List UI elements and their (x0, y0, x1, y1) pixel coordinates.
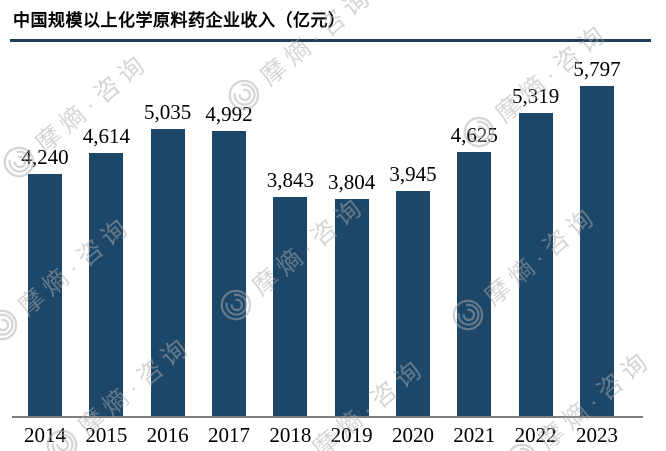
bar-value-label: 3,843 (266, 168, 314, 192)
bar-2015 (89, 153, 124, 416)
bar-value-label: 3,945 (389, 162, 437, 186)
bar-2023 (579, 86, 614, 416)
bar-value-label: 4,240 (21, 145, 69, 169)
bar-2014 (28, 174, 62, 416)
chart-title: 中国规模以上化学原料药企业收入（亿元） (13, 11, 346, 30)
bar-2019 (334, 199, 369, 416)
x-tick-label: 2020 (391, 423, 434, 447)
x-tick-label: 2016 (146, 423, 189, 447)
bar-2021 (457, 152, 492, 416)
x-tick-label: 2017 (207, 423, 250, 447)
title-divider (10, 39, 651, 42)
x-tick-label: 2022 (514, 423, 557, 447)
bar-value-label: 5,035 (144, 100, 192, 124)
x-tick-label: 2021 (453, 423, 496, 447)
bar-value-label: 4,992 (205, 102, 253, 126)
bar-value-label: 5,319 (512, 84, 560, 108)
x-tick-label: 2018 (269, 423, 312, 447)
bar-2018 (273, 197, 308, 416)
bar-value-label: 4,625 (450, 123, 498, 147)
bar-2022 (518, 113, 553, 416)
bar-value-label: 4,614 (82, 124, 130, 148)
bar-value-label: 3,804 (328, 170, 376, 194)
x-tick-label: 2023 (575, 423, 618, 447)
x-axis-line (12, 416, 643, 418)
bar-2017 (211, 131, 246, 416)
bar-2020 (395, 191, 430, 416)
x-tick-label: 2015 (85, 423, 128, 447)
bar-2016 (150, 129, 185, 416)
bar-value-label: 5,797 (573, 57, 621, 81)
x-tick-label: 2019 (330, 423, 373, 447)
